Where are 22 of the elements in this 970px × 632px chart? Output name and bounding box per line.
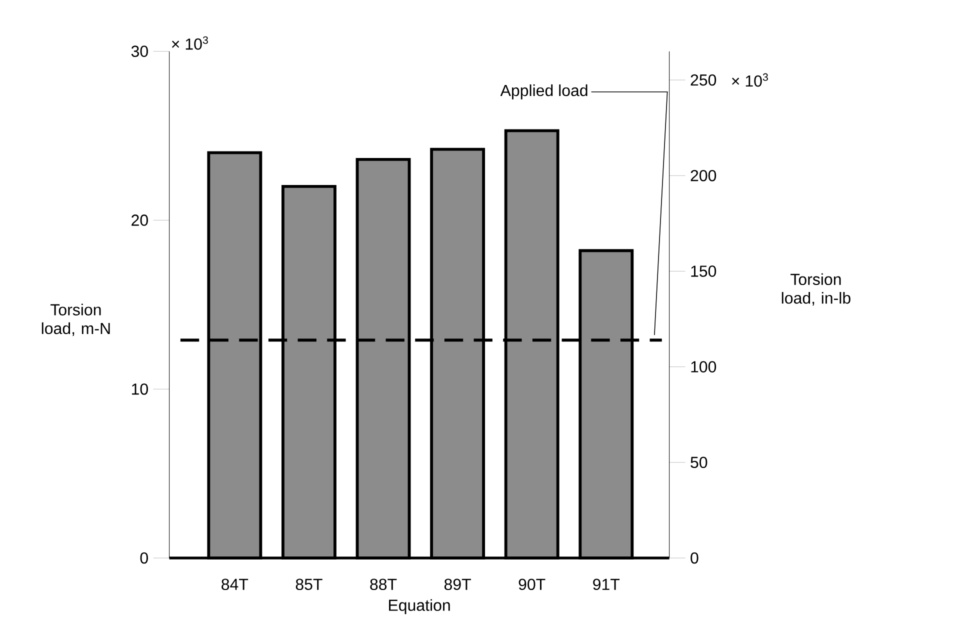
- y2-tick-label: 250: [690, 74, 716, 86]
- x-tick-label: 85T: [296, 578, 322, 590]
- y-axis-title: Torsion load, m-N: [42, 304, 110, 336]
- y-tick-label: 10: [132, 383, 148, 395]
- x-tick-label: 88T: [370, 578, 397, 590]
- y2-tick-label: 0: [690, 552, 698, 564]
- text: × 10$^{3}$: [172, 36, 208, 50]
- y2-tick-label: 50: [690, 456, 708, 468]
- y2-tick-label: 150: [691, 266, 716, 277]
- y2-tick-label: 100: [691, 361, 716, 372]
- x-tick-label: 91T: [593, 578, 620, 590]
- x-tick-label: 90T: [518, 578, 546, 590]
- y2-axis-title: Torsion load, in-lb: [782, 273, 850, 306]
- text: × 10$^{3}$: [732, 73, 768, 87]
- x-tick-label: 89T: [444, 578, 471, 590]
- y2-tick-label: 200: [690, 170, 716, 182]
- x-axis-title: Equation: [389, 599, 450, 614]
- x-tick-label: 84T: [222, 578, 248, 590]
- ref-line-label: Applied load: [500, 84, 588, 100]
- y-tick-label: 20: [132, 214, 148, 226]
- y-tick-label: 0: [140, 552, 148, 564]
- y-tick-label: 30: [131, 46, 148, 57]
